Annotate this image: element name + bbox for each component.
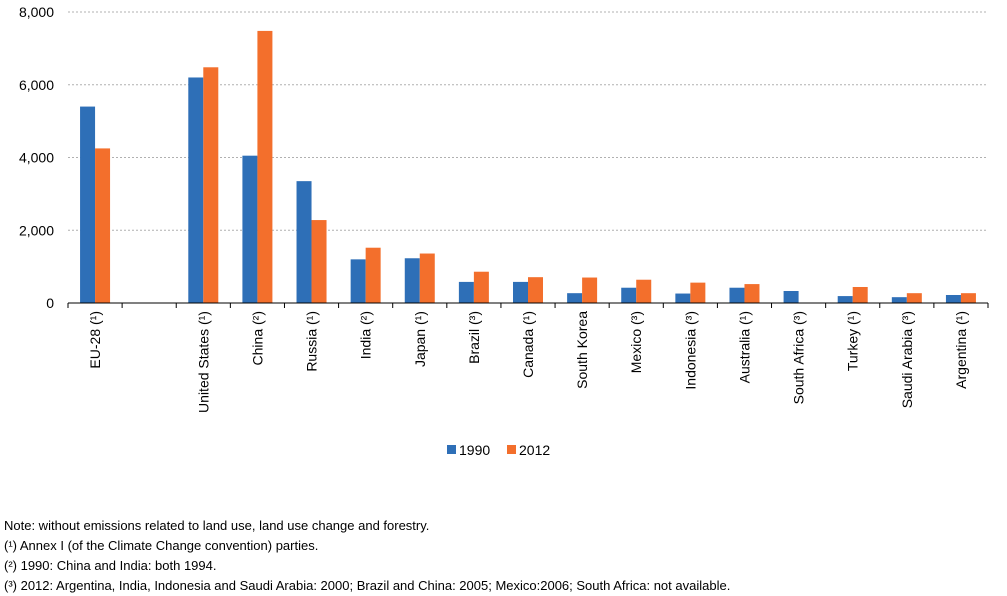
x-tick-label: Turkey (¹) — [845, 311, 861, 371]
legend-label: 2012 — [519, 442, 550, 458]
bar-1990 — [296, 181, 312, 303]
x-tick-label: Mexico (³) — [628, 311, 644, 373]
x-tick-label: South Korea — [574, 311, 590, 389]
bar-chart: 0 2,000 4,000 6,000 8,000 EU-28 (¹) United St… — [19, 4, 989, 458]
bar-1990 — [945, 294, 961, 303]
bar-1990 — [80, 106, 96, 303]
bar-2012 — [311, 220, 327, 303]
footnote-3: (³) 2012: Argentina, India, Indonesia an… — [4, 578, 731, 593]
legend-swatch — [507, 445, 516, 454]
footnote-2: (²) 1990: China and India: both 1994. — [4, 558, 217, 573]
x-tick-label: Australia (¹) — [736, 311, 752, 383]
gridlines — [68, 11, 988, 231]
x-tick-label: India (²) — [358, 311, 374, 359]
x-tick-label: Argentina (¹) — [953, 311, 969, 389]
x-tick-label: Saudi Arabia (³) — [899, 311, 915, 408]
x-tick-label: China (²) — [249, 311, 265, 365]
x-tick-label: Japan (¹) — [412, 311, 428, 367]
bar-2012 — [636, 279, 652, 303]
bar-1990 — [783, 290, 799, 303]
bar-1990 — [458, 281, 474, 303]
notes: Note: without emissions related to land … — [4, 516, 1004, 596]
y-axis-ticks: 0 2,000 4,000 6,000 8,000 — [19, 4, 54, 311]
bar-1990 — [567, 293, 583, 303]
legend-swatch — [447, 445, 456, 454]
x-tick-label: Indonesia (³) — [682, 311, 698, 390]
y-tick-label: 6,000 — [19, 77, 54, 93]
bar-2012 — [690, 282, 706, 303]
x-tick-label: Brazil (³) — [466, 311, 482, 364]
x-axis-ticks: EU-28 (¹) United States (¹) China (²) Russi… — [67, 303, 989, 413]
bar-2012 — [582, 277, 598, 303]
bar-2012 — [419, 253, 435, 303]
bar-1990 — [350, 259, 366, 303]
bar-1990 — [621, 287, 637, 303]
bar-1990 — [188, 77, 204, 303]
y-tick-label: 2,000 — [19, 222, 54, 238]
y-tick-label: 4,000 — [19, 150, 54, 166]
x-tick-label: Canada (¹) — [520, 311, 536, 378]
legend-label: 1990 — [459, 442, 490, 458]
x-tick-label: South Africa (³) — [791, 311, 807, 404]
note-line: Note: without emissions related to land … — [4, 518, 430, 533]
bar-1990 — [891, 297, 907, 303]
bar-2012 — [365, 247, 381, 303]
bar-2012 — [744, 284, 760, 303]
bar-2012 — [960, 293, 976, 303]
footnote-1: (¹) Annex I (of the Climate Change conve… — [4, 538, 319, 553]
bars — [80, 30, 976, 303]
bar-1990 — [837, 296, 853, 303]
bar-1990 — [242, 155, 258, 303]
bar-2012 — [473, 271, 489, 303]
bar-2012 — [852, 286, 868, 303]
x-tick-label: EU-28 (¹) — [87, 311, 103, 369]
bar-2012 — [95, 148, 111, 303]
bar-2012 — [528, 277, 543, 303]
legend: 1990 2012 — [447, 442, 550, 458]
bar-1990 — [729, 287, 745, 303]
x-tick-label: United States (¹) — [195, 311, 211, 413]
bar-2012 — [906, 293, 922, 303]
y-tick-label: 0 — [46, 295, 54, 311]
bar-2012 — [203, 67, 219, 303]
bar-1990 — [513, 281, 528, 303]
y-tick-label: 8,000 — [19, 4, 54, 20]
bar-1990 — [675, 293, 691, 303]
bar-2012 — [257, 30, 273, 303]
x-tick-label: Russia (¹) — [304, 311, 320, 372]
bar-1990 — [404, 258, 420, 303]
